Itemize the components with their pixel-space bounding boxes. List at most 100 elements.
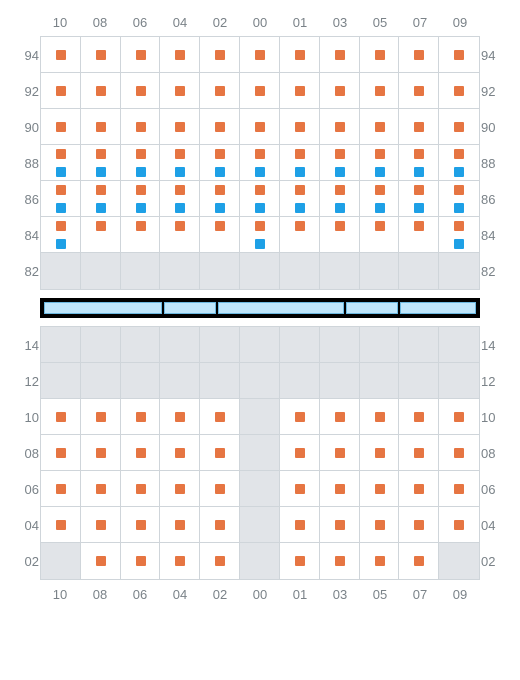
grid-cell[interactable] xyxy=(121,435,161,471)
grid-cell[interactable] xyxy=(160,73,200,109)
grid-cell[interactable] xyxy=(41,399,81,435)
grid-cell[interactable] xyxy=(280,399,320,435)
grid-cell[interactable] xyxy=(439,507,479,543)
grid-cell[interactable] xyxy=(320,399,360,435)
grid-cell[interactable] xyxy=(81,507,121,543)
grid-cell[interactable] xyxy=(121,507,161,543)
grid-cell[interactable] xyxy=(240,363,280,399)
grid-cell[interactable] xyxy=(320,109,360,145)
grid-cell[interactable] xyxy=(320,217,360,253)
grid-cell[interactable] xyxy=(280,327,320,363)
grid-cell[interactable] xyxy=(121,327,161,363)
grid-cell[interactable] xyxy=(240,37,280,73)
grid-cell[interactable] xyxy=(121,471,161,507)
grid-cell[interactable] xyxy=(240,73,280,109)
grid-cell[interactable] xyxy=(160,507,200,543)
grid-cell[interactable] xyxy=(160,181,200,217)
grid-cell[interactable] xyxy=(360,435,400,471)
grid-cell[interactable] xyxy=(81,181,121,217)
grid-cell[interactable] xyxy=(439,109,479,145)
grid-cell[interactable] xyxy=(439,145,479,181)
grid-cell[interactable] xyxy=(41,471,81,507)
grid-cell[interactable] xyxy=(160,109,200,145)
grid-cell[interactable] xyxy=(439,471,479,507)
grid-cell[interactable] xyxy=(81,253,121,289)
grid-cell[interactable] xyxy=(240,145,280,181)
grid-cell[interactable] xyxy=(439,181,479,217)
grid-cell[interactable] xyxy=(121,145,161,181)
grid-cell[interactable] xyxy=(121,363,161,399)
grid-cell[interactable] xyxy=(240,435,280,471)
grid-cell[interactable] xyxy=(240,217,280,253)
grid-cell[interactable] xyxy=(41,543,81,579)
grid-cell[interactable] xyxy=(41,181,81,217)
grid-cell[interactable] xyxy=(160,145,200,181)
grid-cell[interactable] xyxy=(200,327,240,363)
grid-cell[interactable] xyxy=(360,471,400,507)
grid-cell[interactable] xyxy=(41,327,81,363)
grid-cell[interactable] xyxy=(399,507,439,543)
grid-cell[interactable] xyxy=(439,37,479,73)
grid-cell[interactable] xyxy=(41,109,81,145)
grid-cell[interactable] xyxy=(121,73,161,109)
grid-cell[interactable] xyxy=(320,543,360,579)
grid-cell[interactable] xyxy=(160,435,200,471)
grid-cell[interactable] xyxy=(81,109,121,145)
grid-cell[interactable] xyxy=(160,399,200,435)
grid-cell[interactable] xyxy=(200,507,240,543)
grid-cell[interactable] xyxy=(439,73,479,109)
grid-cell[interactable] xyxy=(240,399,280,435)
grid-cell[interactable] xyxy=(200,217,240,253)
grid-cell[interactable] xyxy=(41,145,81,181)
grid-cell[interactable] xyxy=(280,181,320,217)
grid-cell[interactable] xyxy=(280,471,320,507)
grid-cell[interactable] xyxy=(81,37,121,73)
grid-cell[interactable] xyxy=(360,399,400,435)
grid-cell[interactable] xyxy=(439,435,479,471)
grid-cell[interactable] xyxy=(121,217,161,253)
grid-cell[interactable] xyxy=(399,145,439,181)
grid-cell[interactable] xyxy=(439,363,479,399)
grid-cell[interactable] xyxy=(280,253,320,289)
grid-cell[interactable] xyxy=(320,73,360,109)
grid-cell[interactable] xyxy=(320,435,360,471)
grid-cell[interactable] xyxy=(200,181,240,217)
grid-cell[interactable] xyxy=(240,253,280,289)
grid-cell[interactable] xyxy=(280,363,320,399)
grid-cell[interactable] xyxy=(320,145,360,181)
grid-cell[interactable] xyxy=(280,217,320,253)
grid-cell[interactable] xyxy=(121,253,161,289)
grid-cell[interactable] xyxy=(280,145,320,181)
grid-cell[interactable] xyxy=(320,327,360,363)
grid-cell[interactable] xyxy=(360,37,400,73)
grid-cell[interactable] xyxy=(399,543,439,579)
grid-cell[interactable] xyxy=(121,109,161,145)
grid-cell[interactable] xyxy=(41,217,81,253)
grid-cell[interactable] xyxy=(160,471,200,507)
grid-cell[interactable] xyxy=(439,327,479,363)
grid-cell[interactable] xyxy=(200,543,240,579)
grid-cell[interactable] xyxy=(360,327,400,363)
grid-cell[interactable] xyxy=(81,435,121,471)
grid-cell[interactable] xyxy=(41,253,81,289)
grid-cell[interactable] xyxy=(81,327,121,363)
grid-cell[interactable] xyxy=(320,253,360,289)
grid-cell[interactable] xyxy=(81,543,121,579)
grid-cell[interactable] xyxy=(200,37,240,73)
grid-cell[interactable] xyxy=(320,363,360,399)
grid-cell[interactable] xyxy=(399,327,439,363)
grid-cell[interactable] xyxy=(439,253,479,289)
grid-cell[interactable] xyxy=(41,507,81,543)
grid-cell[interactable] xyxy=(200,435,240,471)
grid-cell[interactable] xyxy=(200,363,240,399)
grid-cell[interactable] xyxy=(399,217,439,253)
grid-cell[interactable] xyxy=(200,471,240,507)
grid-cell[interactable] xyxy=(41,73,81,109)
grid-cell[interactable] xyxy=(360,363,400,399)
grid-cell[interactable] xyxy=(41,37,81,73)
grid-cell[interactable] xyxy=(81,73,121,109)
grid-cell[interactable] xyxy=(240,109,280,145)
grid-cell[interactable] xyxy=(160,253,200,289)
grid-cell[interactable] xyxy=(121,37,161,73)
grid-cell[interactable] xyxy=(360,109,400,145)
